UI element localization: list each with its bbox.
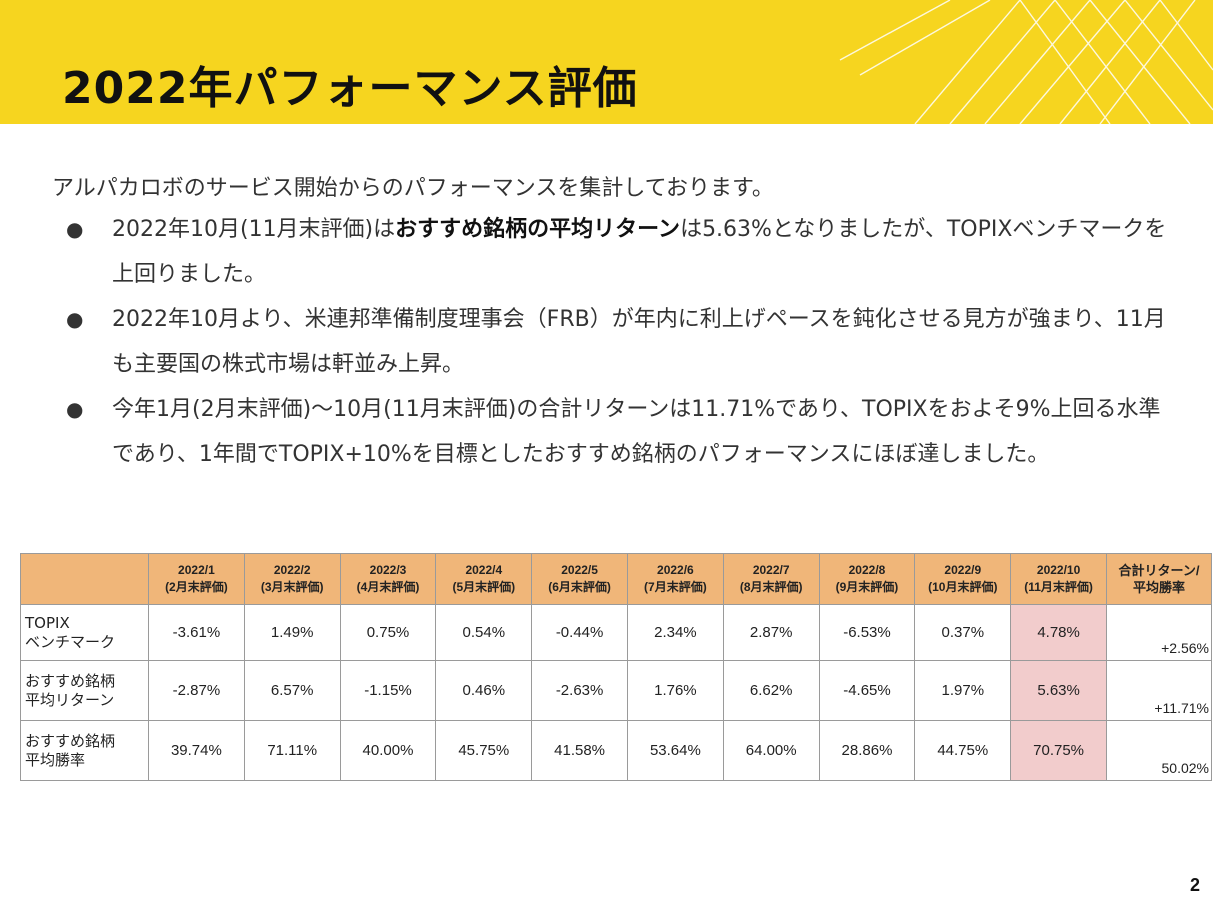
table-cell: -1.15% [339,660,437,721]
bullet-text: は5.63%となりましたが、TOPIXベンチマークを上回りました。 [112,217,1167,287]
table-cell: 44.75% [914,720,1012,781]
table-cell: -2.87% [148,660,245,721]
bullet-list: ● 2022年10月(11月末評価)はおすすめ銘柄の平均リターンは5.63%とな… [62,207,1172,477]
table-cell: -4.65% [818,660,916,721]
total-cell: 50.02% [1106,720,1212,781]
table-cell: 1.76% [626,660,724,721]
highlighted-cell: 4.78% [1010,604,1107,661]
column-header: 2022/3 (4月末評価) [339,553,437,605]
row-label: おすすめ銘柄 平均勝率 [20,720,149,781]
column-header: 2022/4 (5月末評価) [435,553,533,605]
table-cell: 71.11% [243,720,341,781]
total-cell: +11.71% [1106,660,1212,721]
bullet-dot-icon: ● [66,307,84,331]
bullet-text: 今年1月(2月末評価)～10月(11月末評価)の合計リターンは11.71%であり… [112,397,1161,467]
table-cell: -2.63% [531,660,628,721]
highlighted-cell: 70.75% [1010,720,1107,781]
table-cell: 6.62% [722,660,820,721]
bullet-dot-icon: ● [66,397,84,421]
bullet-bold-text: おすすめ銘柄の平均リターン [395,217,681,242]
table-cell: 64.00% [722,720,820,781]
page-title: 2022年パフォーマンス評価 [62,63,638,114]
bullet-text: 2022年10月より、米連邦準備制度理事会（FRB）が年内に利上げペースを鈍化さ… [112,307,1166,377]
total-column-header: 合計リターン/平均勝率 [1106,553,1212,605]
table-cell: 39.74% [148,720,245,781]
table-cell: 1.49% [243,604,341,661]
table-cell: -0.44% [531,604,628,661]
table-cell: 0.46% [435,660,533,721]
column-header: 2022/9 (10月末評価) [914,553,1012,605]
table-header-row: 2022/1 (2月末評価) 2022/2 (3月末評価) 2022/3 (4月末評価… [20,553,1212,605]
table-cell: 1.97% [914,660,1012,721]
table-cell: 2.34% [626,604,724,661]
column-header: 2022/6 (7月末評価) [626,553,724,605]
table-cell: 2.87% [722,604,820,661]
table-cell: -6.53% [818,604,916,661]
table-header-corner [20,553,149,605]
row-label: おすすめ銘柄 平均リターン [20,660,149,721]
column-header: 2022/1 (2月末評価) [148,553,245,605]
table-cell: 41.58% [531,720,628,781]
table-row: おすすめ銘柄 平均リターン -2.87% 6.57% -1.15% 0.46% -… [20,660,1212,721]
column-header: 2022/8 (9月末評価) [818,553,916,605]
performance-table: 2022/1 (2月末評価) 2022/2 (3月末評価) 2022/3 (4月末評価… [20,553,1212,781]
table-row: TOPIX ベンチマーク -3.61% 1.49% 0.75% 0.54% -0.… [20,604,1212,661]
bullet-item: ● 2022年10月(11月末評価)はおすすめ銘柄の平均リターンは5.63%とな… [62,207,1172,297]
table-cell: 40.00% [339,720,437,781]
header-banner: 2022年パフォーマンス評価 [0,0,1213,124]
table-cell: 45.75% [435,720,533,781]
bullet-item: ● 今年1月(2月末評価)～10月(11月末評価)の合計リターンは11.71%で… [62,387,1172,477]
table-cell: 0.75% [339,604,437,661]
table-row: おすすめ銘柄 平均勝率 39.74% 71.11% 40.00% 45.75% 4… [20,720,1212,781]
column-header: 2022/7 (8月末評価) [722,553,820,605]
column-header: 2022/5 (6月末評価) [531,553,628,605]
table-cell: 53.64% [626,720,724,781]
page-number: 2 [1189,875,1200,895]
row-label: TOPIX ベンチマーク [20,604,149,661]
column-header: 2022/10 (11月末評価) [1010,553,1107,605]
table-cell: 0.37% [914,604,1012,661]
total-cell: +2.56% [1106,604,1212,661]
bullet-dot-icon: ● [66,217,84,241]
table-cell: 28.86% [818,720,916,781]
bullet-text: 2022年10月(11月末評価)は [112,217,396,242]
table-cell: -3.61% [148,604,245,661]
bullet-item: ● 2022年10月より、米連邦準備制度理事会（FRB）が年内に利上げペースを鈍… [62,297,1172,387]
column-header: 2022/2 (3月末評価) [243,553,341,605]
table-cell: 6.57% [243,660,341,721]
intro-text: アルパカロボのサービス開始からのパフォーマンスを集計しております。 [52,176,774,201]
decorative-lines [839,0,1213,124]
table-cell: 0.54% [435,604,533,661]
highlighted-cell: 5.63% [1010,660,1107,721]
